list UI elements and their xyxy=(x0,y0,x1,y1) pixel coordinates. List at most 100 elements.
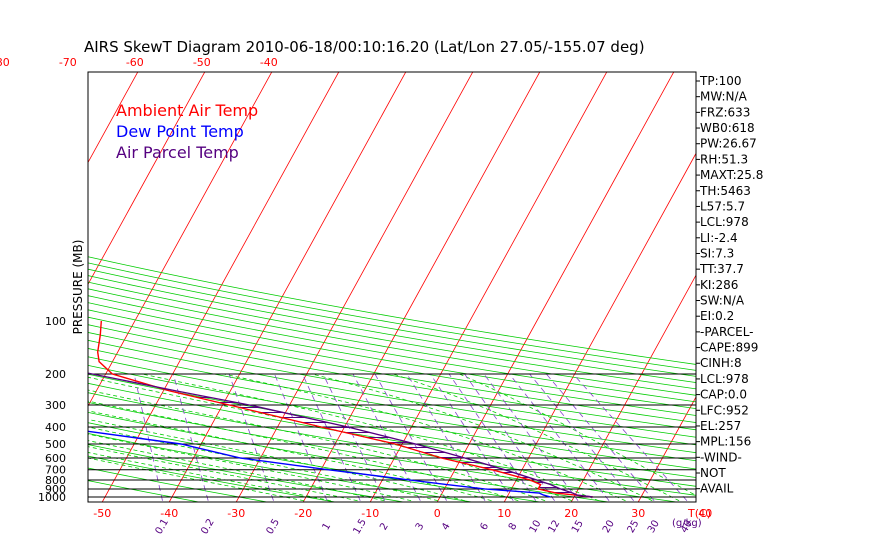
dry-adiabat-line xyxy=(88,256,696,365)
top-temp-tick-label: -50 xyxy=(193,56,211,69)
moist-adiabat-line xyxy=(88,400,519,502)
moist-adiabat-line xyxy=(88,389,546,502)
index-label: KI:286 xyxy=(700,278,738,292)
bottom-temp-tick-label: 20 xyxy=(564,507,578,520)
index-label: PW:26.67 xyxy=(700,137,757,151)
moist-adiabat-line xyxy=(392,373,680,502)
dry-adiabat-line xyxy=(88,339,696,446)
ambient-air-temp-line xyxy=(96,320,593,498)
index-label: WB0:618 xyxy=(700,121,755,135)
index-label: LI:-2.4 xyxy=(700,231,738,245)
mixing-ratio-line xyxy=(546,373,655,501)
dry-adiabat-line xyxy=(88,348,696,454)
moist-adiabat-line xyxy=(223,373,626,502)
axis-layer: 1002003004005006007008009001000-120-110-… xyxy=(0,56,712,536)
index-label: EL:257 xyxy=(700,419,741,433)
index-label: L57:5.7 xyxy=(700,199,745,213)
mixing-ratio-line xyxy=(483,373,579,501)
bottom-temp-tick-label: -10 xyxy=(361,507,379,520)
bottom-temp-tick-label: 10 xyxy=(497,507,511,520)
mixing-ratio-tick-label: 3 xyxy=(414,521,427,532)
bottom-temp-tick-label: 0 xyxy=(434,507,441,520)
grid-layer xyxy=(0,32,870,502)
mixing-ratio-tick-label: 1 xyxy=(321,521,334,532)
index-label: RH:51.3 xyxy=(700,152,748,166)
isotherm-line xyxy=(0,32,26,502)
index-label: TT:37.7 xyxy=(699,262,744,276)
top-temp-tick-label: -60 xyxy=(126,56,144,69)
mixing-ratio-tick-label: 2 xyxy=(378,521,391,532)
mixing-ratio-unit-label: (g/kg) xyxy=(672,518,702,529)
chart-title: AIRS SkewT Diagram 2010-06-18/00:10:16.2… xyxy=(84,38,645,56)
dry-adiabat-line xyxy=(88,331,696,438)
mixing-ratio-line xyxy=(509,373,610,501)
legend-entry: Ambient Air Temp xyxy=(116,101,258,120)
dry-adiabat-line xyxy=(88,373,696,478)
y-axis-label: PRESSURE (MB) xyxy=(71,240,85,335)
index-label: SI:7.3 xyxy=(700,246,734,260)
temp-unit-label: T(C) xyxy=(687,507,711,520)
isotherm-line xyxy=(839,32,870,502)
index-label: AVAIL xyxy=(700,482,734,496)
pressure-tick-label: 1000 xyxy=(38,491,66,504)
pressure-tick-label: 200 xyxy=(45,368,66,381)
mixing-ratio-tick-label: 0.1 xyxy=(154,517,171,536)
mixing-ratio-tick-label: 12 xyxy=(546,518,562,535)
pressure-tick-label: 300 xyxy=(45,399,66,412)
mixing-ratio-tick-label: 15 xyxy=(570,518,586,535)
index-label: MW:N/A xyxy=(700,90,748,104)
pressure-tick-label: 500 xyxy=(45,438,66,451)
moist-adiabat-line xyxy=(88,376,573,502)
legend-entry: Air Parcel Temp xyxy=(116,143,239,162)
mixing-ratio-tick-label: 4 xyxy=(440,521,453,532)
moist-adiabat-line xyxy=(88,452,331,502)
isotherm-line xyxy=(168,72,407,502)
isotherm-line xyxy=(88,72,206,286)
moist-adiabat-line xyxy=(88,457,304,502)
dry-adiabat-line xyxy=(88,275,696,383)
index-label: SW:N/A xyxy=(700,294,745,308)
dry-adiabat-line xyxy=(88,356,696,462)
plot-frame xyxy=(87,71,697,503)
mixing-ratio-line xyxy=(448,373,537,501)
mixing-ratio-line xyxy=(529,373,634,501)
mixing-ratio-tick-label: 25 xyxy=(626,518,642,535)
index-label: -PARCEL- xyxy=(700,325,754,339)
mixing-ratio-tick-label: 10 xyxy=(528,518,544,535)
index-label: MPL:156 xyxy=(700,435,751,449)
isotherm-line xyxy=(235,72,474,502)
index-label: -WIND- xyxy=(700,450,742,464)
moist-adiabat-line xyxy=(88,433,412,502)
series-layer xyxy=(88,320,593,498)
top-temp-tick-label: -80 xyxy=(0,56,10,69)
dry-adiabat-line xyxy=(88,281,696,390)
isobar-layer xyxy=(88,373,696,498)
pressure-tick-label: 100 xyxy=(45,315,66,328)
index-label: NOT xyxy=(700,466,726,480)
isotherm-line xyxy=(503,152,696,502)
index-label: MAXT:25.8 xyxy=(700,168,763,182)
index-label: TH:5463 xyxy=(699,184,751,198)
isotherm-line xyxy=(88,72,273,407)
mixing-ratio-tick-label: 8 xyxy=(507,521,520,532)
bottom-temp-tick-label: -20 xyxy=(294,507,312,520)
isotherm-line xyxy=(637,396,696,502)
pressure-tick-label: 900 xyxy=(45,483,66,496)
mixing-ratio-tick-label: 1.5 xyxy=(351,517,368,536)
index-label: LCL:978 xyxy=(700,372,749,386)
dew-point-temp-line xyxy=(88,430,551,498)
mixing-ratio-tick-label: 6 xyxy=(478,521,491,532)
mixing-ratio-tick-label: 30 xyxy=(646,518,662,535)
index-label: TP:100 xyxy=(699,74,742,88)
dry-adiabat-line xyxy=(88,411,609,502)
index-label: CINH:8 xyxy=(700,356,742,370)
moist-adiabat-line xyxy=(142,373,599,502)
mixing-ratio-line xyxy=(302,373,361,501)
moist-adiabat-line xyxy=(311,373,653,502)
isotherm-line xyxy=(772,32,870,502)
bottom-temp-tick-label: -40 xyxy=(160,507,178,520)
legend: Ambient Air Temp Dew Point Temp Air Parcel… xyxy=(116,101,258,162)
isotherm-line xyxy=(570,274,696,502)
moist-adiabat-line xyxy=(88,410,492,502)
